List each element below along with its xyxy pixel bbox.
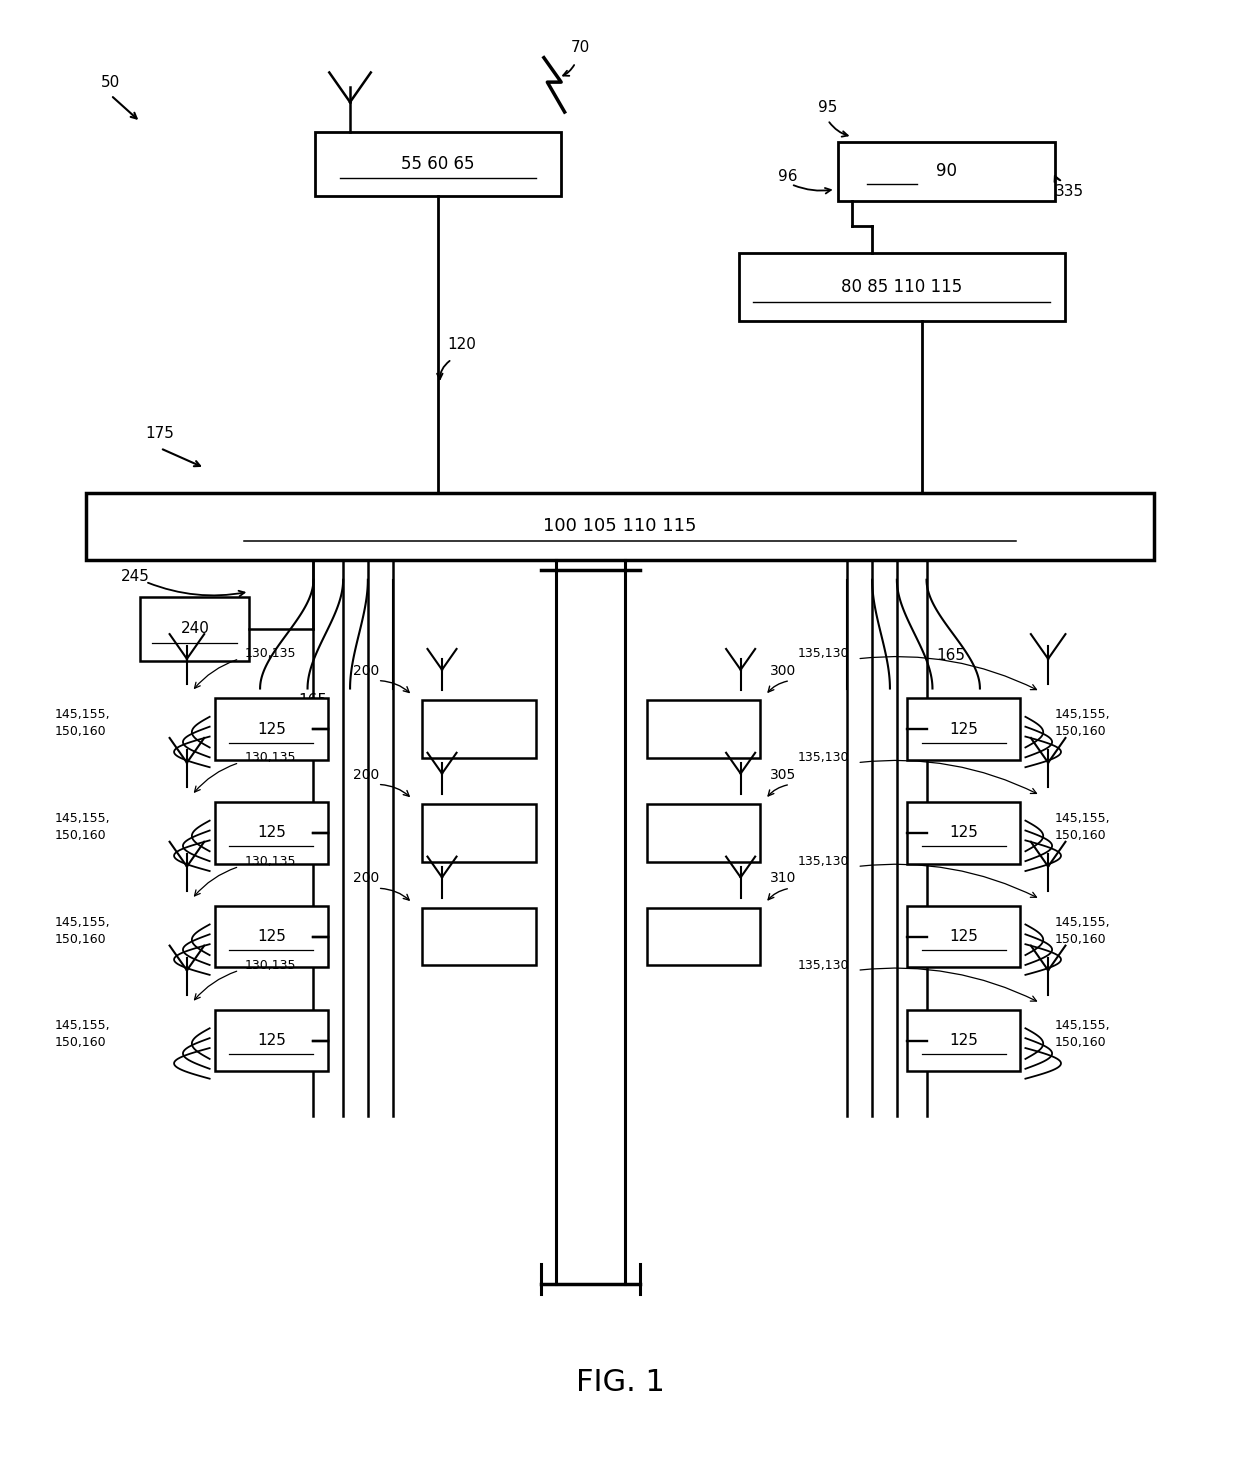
Text: 50: 50 xyxy=(100,75,120,89)
Text: 145,155,
150,160: 145,155, 150,160 xyxy=(55,811,110,842)
Text: 145,155,
150,160: 145,155, 150,160 xyxy=(1055,915,1111,946)
Bar xyxy=(906,802,1021,864)
Text: 125: 125 xyxy=(257,1033,286,1047)
Text: 145,155,
150,160: 145,155, 150,160 xyxy=(55,1020,110,1049)
Text: 300: 300 xyxy=(770,663,796,678)
Text: 125: 125 xyxy=(949,826,978,841)
Text: 135,130: 135,130 xyxy=(799,959,849,971)
Text: 80 85 110 115: 80 85 110 115 xyxy=(841,279,962,296)
Bar xyxy=(906,907,1021,967)
Bar xyxy=(423,908,536,965)
Text: 135,130: 135,130 xyxy=(799,751,849,764)
Bar xyxy=(423,804,536,861)
Text: 145,155,
150,160: 145,155, 150,160 xyxy=(1055,709,1111,738)
Text: 120: 120 xyxy=(446,337,476,352)
Bar xyxy=(140,597,249,660)
Text: 130,135: 130,135 xyxy=(244,959,296,971)
Bar xyxy=(215,802,329,864)
Text: 125: 125 xyxy=(949,929,978,945)
Text: 200: 200 xyxy=(353,663,379,678)
Text: 90: 90 xyxy=(936,163,957,180)
Text: 125: 125 xyxy=(949,722,978,736)
Text: 96: 96 xyxy=(779,169,797,183)
Bar xyxy=(906,1009,1021,1071)
Bar xyxy=(647,700,760,758)
Bar xyxy=(215,698,329,760)
Text: 165: 165 xyxy=(299,692,327,709)
Bar xyxy=(423,700,536,758)
Bar xyxy=(86,493,1154,560)
Bar xyxy=(647,908,760,965)
Text: 125: 125 xyxy=(257,826,286,841)
Bar xyxy=(215,907,329,967)
Bar xyxy=(215,1009,329,1071)
Text: 130,135: 130,135 xyxy=(244,647,296,660)
Text: 310: 310 xyxy=(770,871,796,886)
Text: 145,155,
150,160: 145,155, 150,160 xyxy=(1055,811,1111,842)
Text: 130,135: 130,135 xyxy=(244,855,296,868)
Bar xyxy=(647,804,760,861)
Text: 145,155,
150,160: 145,155, 150,160 xyxy=(55,915,110,946)
Text: 95: 95 xyxy=(817,100,837,114)
Text: FIG. 1: FIG. 1 xyxy=(575,1369,665,1397)
Bar xyxy=(739,254,1065,321)
Text: 145,155,
150,160: 145,155, 150,160 xyxy=(1055,1020,1111,1049)
Text: 125: 125 xyxy=(257,929,286,945)
Text: 200: 200 xyxy=(353,871,379,886)
Text: 145,155,
150,160: 145,155, 150,160 xyxy=(55,709,110,738)
Text: 165: 165 xyxy=(936,648,966,663)
Text: 125: 125 xyxy=(257,722,286,736)
Bar xyxy=(906,698,1021,760)
Text: 135,130: 135,130 xyxy=(799,647,849,660)
Text: 240: 240 xyxy=(180,621,210,637)
Bar xyxy=(315,132,560,197)
Text: 200: 200 xyxy=(353,767,379,782)
Text: 245: 245 xyxy=(120,569,150,584)
Text: 100 105 110 115: 100 105 110 115 xyxy=(543,518,697,535)
Text: 135,130: 135,130 xyxy=(799,855,849,868)
Text: 305: 305 xyxy=(770,767,796,782)
Text: 55 60 65: 55 60 65 xyxy=(402,156,475,173)
Text: 70: 70 xyxy=(570,40,590,56)
Text: 125: 125 xyxy=(949,1033,978,1047)
Bar xyxy=(837,142,1055,201)
Text: 175: 175 xyxy=(145,425,175,442)
Text: 335: 335 xyxy=(1055,183,1084,198)
Text: 130,135: 130,135 xyxy=(244,751,296,764)
